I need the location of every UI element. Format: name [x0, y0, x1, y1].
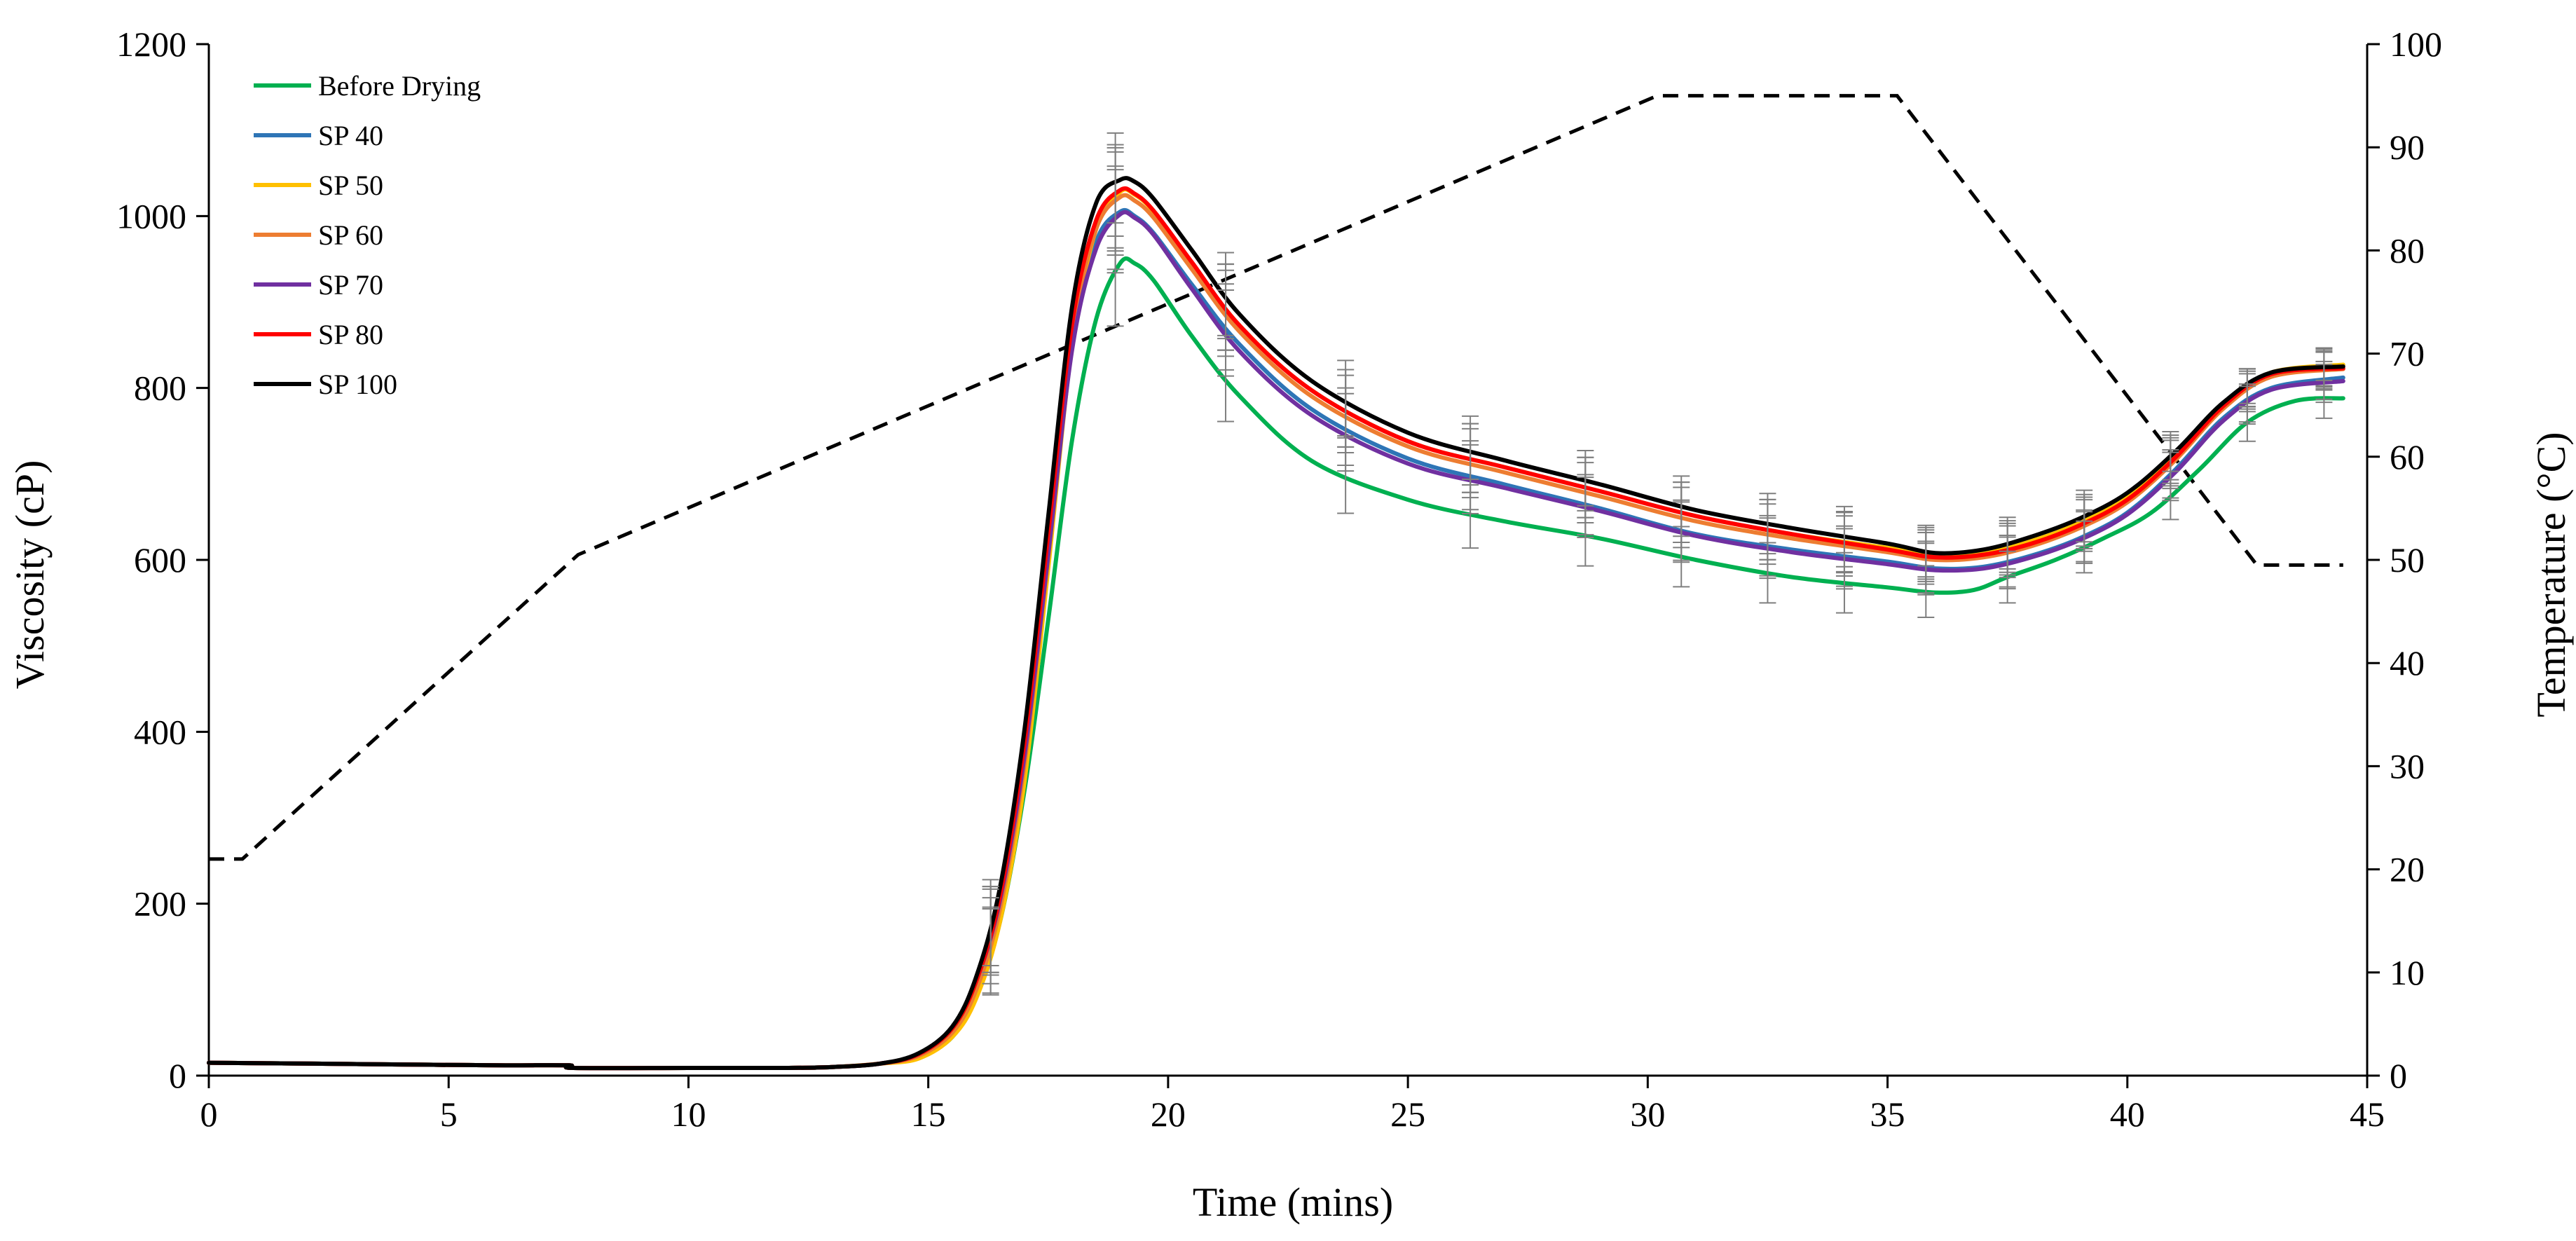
error-bar: [1759, 493, 1776, 555]
error-bar: [2315, 348, 2333, 388]
x-tick-label: 15: [911, 1095, 946, 1134]
y2-tick-label: 70: [2390, 334, 2425, 373]
x-tick-label: 25: [1390, 1095, 1425, 1134]
x-tick-label: 20: [1151, 1095, 1186, 1134]
x-tick-label: 35: [1870, 1095, 1905, 1134]
series-line-sp-80: [207, 186, 2345, 1071]
error-bar: [2162, 430, 2179, 481]
legend-label: SP 60: [318, 219, 383, 251]
error-bar: [1217, 252, 1235, 340]
error-bar: [1999, 516, 2016, 570]
error-bar: [1577, 449, 1594, 512]
y-tick-label: 600: [134, 540, 186, 580]
legend-label: SP 80: [318, 319, 383, 350]
y2-tick-label: 100: [2390, 25, 2442, 64]
error-bar: [982, 879, 999, 966]
legend-label: SP 40: [318, 120, 383, 151]
legend-item: Before Drying: [254, 70, 481, 102]
y2-tick-label: 50: [2390, 540, 2425, 580]
legend-item: SP 40: [254, 120, 383, 151]
x-tick-label: 5: [440, 1095, 458, 1134]
x-tick-label: 45: [2350, 1095, 2385, 1134]
y-tick-label: 200: [134, 884, 186, 924]
x-tick-label: 10: [671, 1095, 706, 1134]
y2-tick-label: 80: [2390, 231, 2425, 270]
y2-tick-label: 60: [2390, 437, 2425, 476]
viscosity-series-layer: [207, 176, 2345, 1071]
legend-label: Before Drying: [318, 70, 481, 102]
error-bar: [1673, 475, 1690, 537]
series-line-sp-50: [207, 187, 2345, 1071]
error-bar: [1917, 524, 1935, 578]
series-line-sp-40: [207, 207, 2345, 1071]
legend-item: SP 60: [254, 219, 383, 251]
legend-label: SP 50: [318, 170, 383, 201]
series-line-sp-60: [207, 193, 2345, 1071]
legend-label: SP 70: [318, 269, 383, 301]
x-tick-label: 0: [200, 1095, 218, 1134]
y2-tick-label: 10: [2390, 953, 2425, 992]
series-line-temperature: [209, 94, 2343, 861]
y2-tick-label: 20: [2390, 850, 2425, 889]
error-bar: [1835, 505, 1853, 568]
y-axis-title: Viscosity (cP): [7, 460, 53, 690]
y-tick-label: 1000: [116, 196, 186, 235]
series-line-sp-100: [207, 176, 2345, 1071]
y2-tick-label: 0: [2390, 1056, 2407, 1095]
y-tick-label: 800: [134, 369, 186, 408]
temperature-series-layer: [209, 94, 2343, 861]
error-bar: [2238, 368, 2256, 408]
legend-item: SP 80: [254, 319, 383, 350]
y2-tick-label: 40: [2390, 643, 2425, 683]
error-bar: [1462, 415, 1479, 486]
x-tick-label: 30: [1630, 1095, 1665, 1134]
legend-item: SP 100: [254, 369, 397, 400]
y-tick-label: 400: [134, 712, 186, 751]
x-axis-title: Time (mins): [1193, 1179, 1393, 1225]
error-bar: [2076, 489, 2093, 543]
axes: 0 5 10 15 20 25 30 35 40 450200400600800100012000…: [116, 25, 2442, 1134]
y2-tick-label: 30: [2390, 746, 2425, 786]
error-bars-layer: [982, 132, 2333, 996]
legend-item: SP 50: [254, 170, 383, 201]
y2-axis-title: Temperature (°C): [2528, 432, 2574, 717]
series-line-sp-70: [207, 210, 2345, 1071]
legend: Before Drying SP 40 SP 50 SP 60 SP 70 SP 80 SP…: [254, 70, 481, 400]
y2-tick-label: 90: [2390, 128, 2425, 167]
y-tick-label: 0: [169, 1056, 186, 1095]
y-tick-label: 1200: [116, 25, 186, 64]
legend-label: SP 100: [318, 369, 397, 400]
x-tick-label: 40: [2110, 1095, 2145, 1134]
error-bar: [1337, 359, 1355, 439]
legend-item: SP 70: [254, 269, 383, 301]
error-bar: [1107, 132, 1124, 238]
